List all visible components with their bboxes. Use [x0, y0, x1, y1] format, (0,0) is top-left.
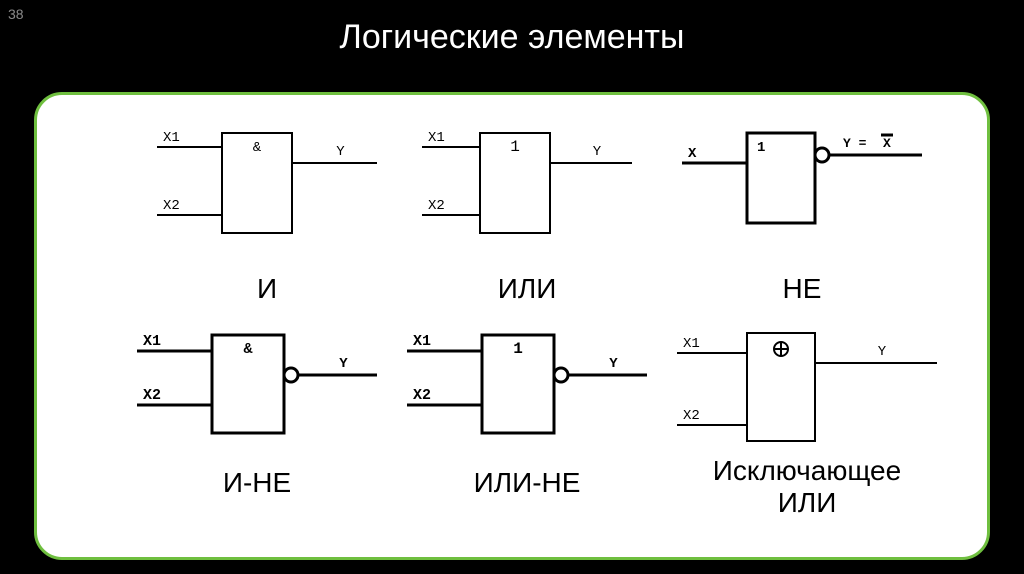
svg-text:X: X	[883, 136, 891, 151]
svg-text:X1: X1	[428, 130, 445, 146]
nand-gate-diagram: X1 X2 Y &	[117, 315, 397, 465]
and-gate-diagram: X1 X2 Y &	[137, 115, 397, 265]
or-gate-diagram: X1 X2 Y 1	[402, 115, 652, 265]
svg-text:X2: X2	[163, 198, 180, 214]
xor-gate-diagram: X1 X2 Y	[657, 315, 957, 465]
svg-text:X2: X2	[413, 387, 431, 404]
gate-label-nand: И-НЕ	[117, 467, 397, 499]
svg-text:1: 1	[757, 140, 765, 156]
gate-cell-xor: X1 X2 Y ИсключающееИЛИ	[657, 315, 957, 535]
page-title: Логические элементы	[0, 18, 1024, 57]
svg-text:1: 1	[510, 138, 520, 156]
gate-cell-or: X1 X2 Y 1 ИЛИ	[402, 115, 652, 305]
gates-panel: X1X2Y&ИX1X2Y1ИЛИXY = X1НЕX1X2Y&И-НЕX1X2Y…	[34, 92, 990, 560]
gate-label-xor: ИсключающееИЛИ	[657, 455, 957, 519]
not-gate-diagram: X Y = X 1	[662, 115, 942, 265]
gate-cell-nor: X1 X2 Y 1 ИЛИ-НЕ	[387, 315, 667, 535]
svg-text:X1: X1	[413, 333, 431, 350]
gate-cell-and: X1 X2 Y & И	[137, 115, 397, 305]
svg-text:Y =: Y =	[843, 136, 867, 151]
gate-cell-nand: X1 X2 Y & И-НЕ	[117, 315, 397, 535]
svg-text:X1: X1	[163, 130, 180, 146]
gates-grid: X1X2Y&ИX1X2Y1ИЛИXY = X1НЕX1X2Y&И-НЕX1X2Y…	[37, 95, 987, 557]
svg-text:1: 1	[513, 340, 523, 358]
svg-text:X1: X1	[143, 333, 161, 350]
svg-text:X2: X2	[428, 198, 445, 214]
gate-label-or: ИЛИ	[402, 273, 652, 305]
svg-text:&: &	[253, 140, 262, 156]
svg-text:Y: Y	[609, 356, 618, 372]
svg-text:X1: X1	[683, 336, 700, 352]
nor-gate-diagram: X1 X2 Y 1	[387, 315, 667, 465]
gate-label-and: И	[137, 273, 397, 305]
gate-cell-not: X Y = X 1 НЕ	[662, 115, 942, 305]
svg-text:X: X	[688, 146, 697, 162]
svg-text:Y: Y	[339, 356, 348, 372]
gate-label-not: НЕ	[662, 273, 942, 305]
svg-text:Y: Y	[878, 344, 887, 360]
svg-text:Y: Y	[593, 144, 602, 160]
gate-label-nor: ИЛИ-НЕ	[387, 467, 667, 499]
svg-text:X2: X2	[143, 387, 161, 404]
svg-text:Y: Y	[336, 144, 345, 160]
svg-text:&: &	[243, 341, 252, 358]
svg-text:X2: X2	[683, 408, 700, 424]
